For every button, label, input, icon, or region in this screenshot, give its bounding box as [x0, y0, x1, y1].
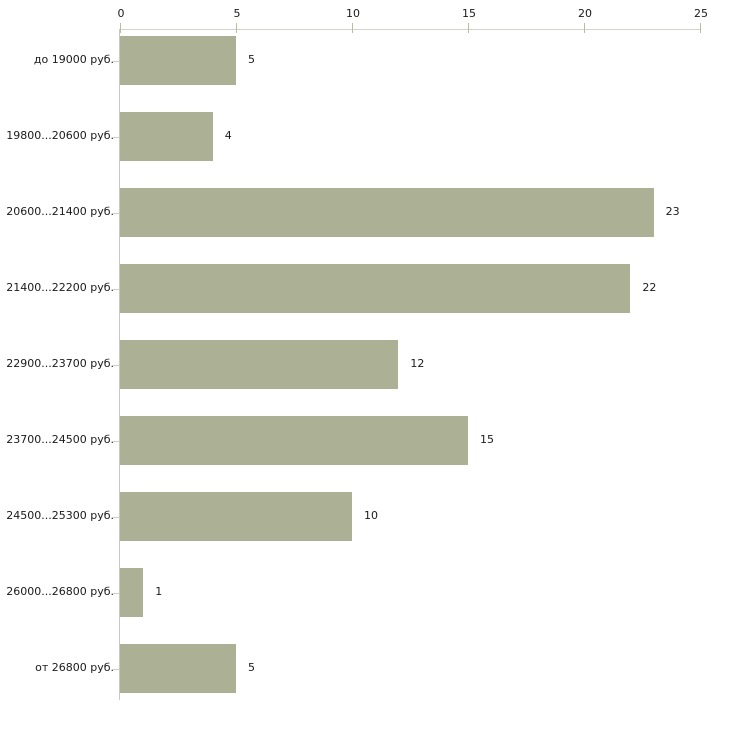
category-label: 24500...25300 руб.: [6, 508, 114, 522]
y-tick-mark: [112, 592, 119, 594]
x-tick-label: 10: [346, 7, 360, 20]
y-tick-mark: [112, 288, 119, 290]
category-label: до 19000 руб.: [33, 52, 114, 66]
value-label: 5: [248, 52, 255, 66]
category-label: 22900...23700 руб.: [6, 356, 114, 370]
value-label: 23: [665, 204, 680, 218]
x-tick-mark: [700, 23, 701, 33]
category-label: от 26800 руб.: [35, 660, 114, 674]
bar: [120, 644, 236, 693]
x-axis-line: [120, 29, 701, 30]
bar: [120, 340, 399, 389]
y-tick-mark: [112, 364, 119, 366]
x-tick-mark: [236, 23, 237, 33]
x-tick-mark: [352, 23, 353, 33]
y-tick-mark: [112, 668, 119, 670]
y-tick-mark: [112, 212, 119, 214]
value-label: 12: [410, 356, 425, 370]
bar: [120, 188, 654, 237]
category-label: 19800...20600 руб.: [6, 128, 114, 142]
category-label: 23700...24500 руб.: [6, 432, 114, 446]
bar: [120, 36, 236, 85]
x-tick-mark: [584, 23, 585, 33]
value-label: 22: [642, 280, 657, 294]
y-tick-mark: [112, 440, 119, 442]
value-label: 5: [248, 660, 255, 674]
value-label: 1: [155, 584, 163, 598]
x-tick-mark: [120, 23, 121, 33]
bar: [120, 492, 352, 541]
bar: [120, 416, 468, 465]
x-tick-label: 5: [233, 7, 241, 20]
bar: [120, 568, 144, 617]
category-label: 20600...21400 руб.: [6, 204, 114, 218]
x-tick-label: 15: [462, 7, 476, 20]
y-tick-mark: [112, 60, 119, 62]
y-tick-mark: [112, 516, 119, 518]
y-tick-mark: [112, 136, 119, 138]
x-tick-label: 20: [578, 7, 592, 20]
value-label: 4: [224, 128, 232, 142]
x-tick-mark: [468, 23, 469, 33]
x-tick-label: 25: [694, 7, 708, 20]
value-label: 10: [364, 508, 378, 522]
bar: [120, 264, 631, 313]
value-label: 15: [480, 432, 494, 446]
bar: [120, 112, 213, 161]
category-label: 26000...26800 руб.: [6, 584, 114, 598]
category-label: 21400...22200 руб.: [6, 280, 114, 294]
x-tick-label: 0: [117, 7, 125, 20]
y-axis-line: [119, 29, 120, 700]
